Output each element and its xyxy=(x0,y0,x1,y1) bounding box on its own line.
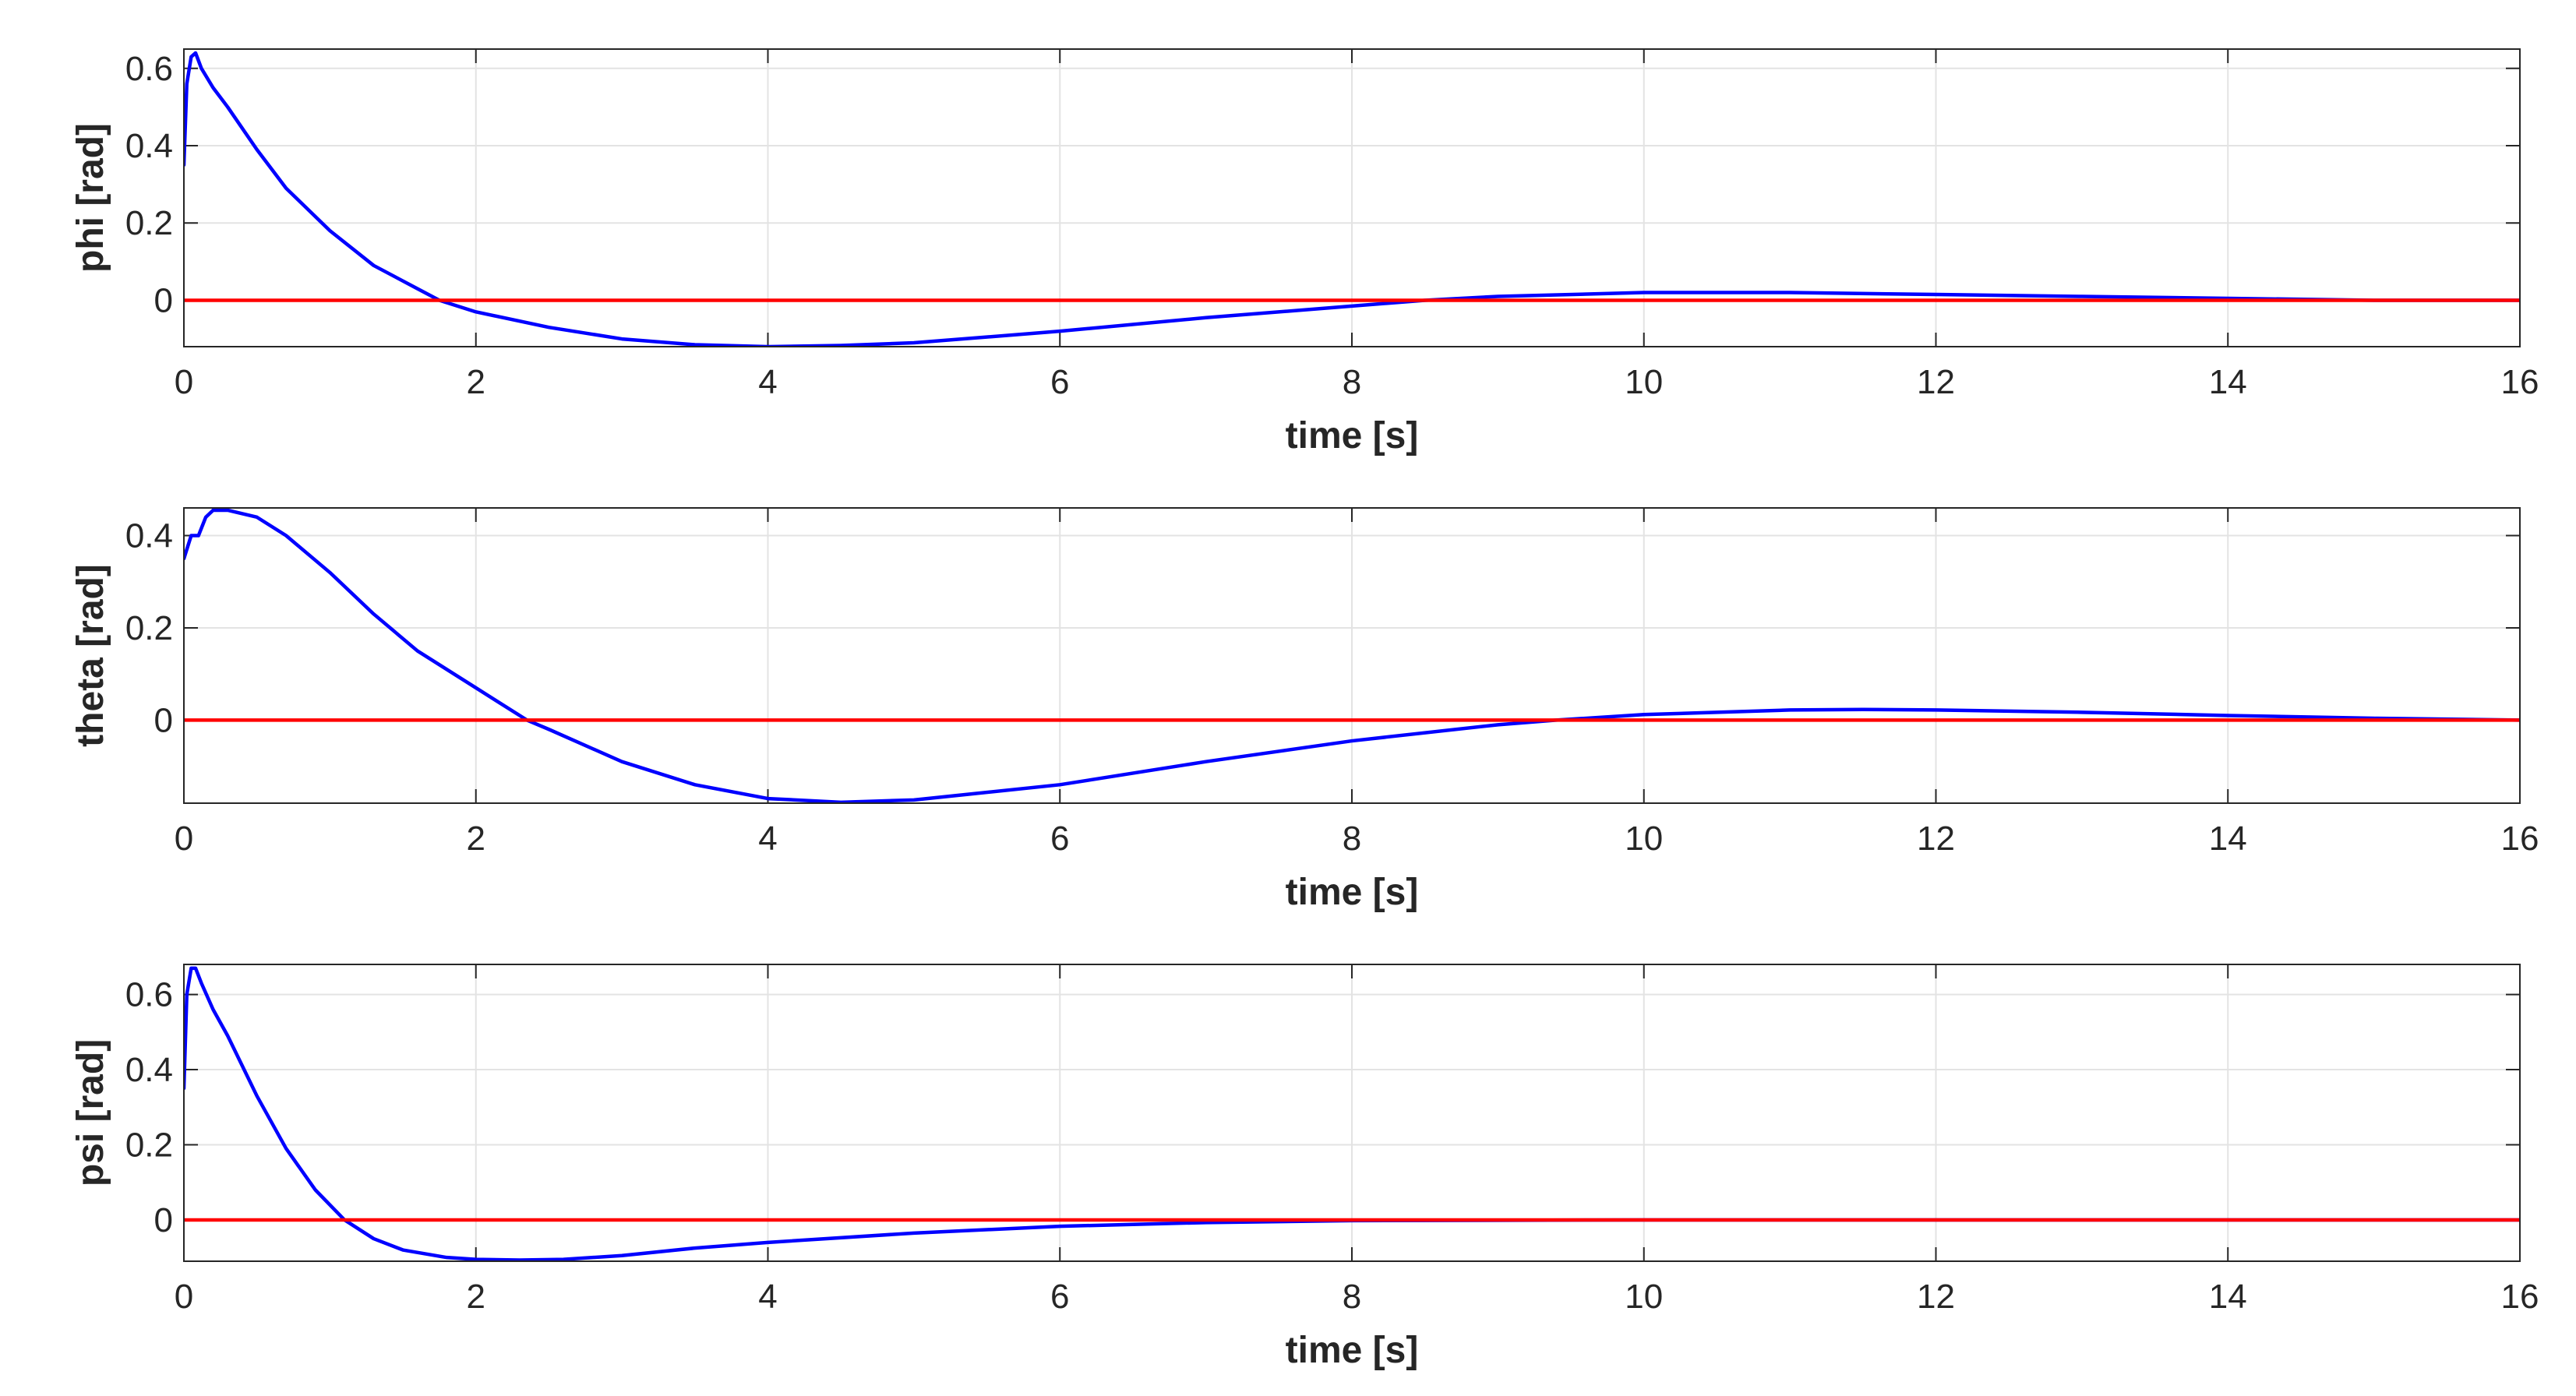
x-tick-label: 4 xyxy=(758,1278,777,1316)
y-axis-label: phi [rad] xyxy=(70,123,111,273)
y-tick-label: 0.4 xyxy=(125,1051,173,1089)
x-tick-label: 0 xyxy=(175,363,193,401)
y-tick-label: 0.2 xyxy=(125,204,173,242)
y-tick-label: 0.4 xyxy=(125,127,173,165)
subplot-3: 0 2 4 6 8 10 12 14 16 0 0.2 0.4 0.6 time [s] psi [rad] xyxy=(70,964,2539,1371)
y-tick-label: 0.2 xyxy=(125,609,173,647)
x-tick-label: 14 xyxy=(2209,820,2247,858)
subplot-1: 0 2 4 6 8 10 12 14 16 0 0.2 0.4 0.6 time [s] phi [rad] xyxy=(70,48,2539,457)
x-tick-label: 2 xyxy=(467,820,485,858)
x-tick-label: 0 xyxy=(175,820,193,858)
x-tick-label: 4 xyxy=(758,820,777,858)
x-axis-label: time [s] xyxy=(1286,872,1419,913)
x-tick-label: 6 xyxy=(1050,363,1069,401)
y-tick-label: 0.6 xyxy=(125,976,173,1014)
x-tick-label: 12 xyxy=(1917,820,1955,858)
x-tick-label: 8 xyxy=(1343,820,1361,858)
y-axis-label: theta [rad] xyxy=(70,564,111,747)
series-line-phi xyxy=(184,51,2520,347)
y-tick-label: 0 xyxy=(154,701,173,739)
x-tick-label: 8 xyxy=(1343,363,1361,401)
series-group xyxy=(184,51,2520,347)
subplot-2: 0 2 4 6 8 10 12 14 16 0 0.2 0.4 time [s] theta [rad] xyxy=(70,507,2539,913)
series-group xyxy=(184,508,2520,803)
x-tick-label: 16 xyxy=(2501,1278,2539,1316)
x-tick-label: 0 xyxy=(175,1278,193,1316)
series-group xyxy=(184,966,2520,1261)
x-tick-label: 10 xyxy=(1625,1278,1663,1316)
x-tick-label: 14 xyxy=(2209,1278,2247,1316)
x-tick-label: 12 xyxy=(1917,1278,1955,1316)
x-tick-label: 16 xyxy=(2501,820,2539,858)
axes-box xyxy=(183,507,2521,804)
y-tick-label: 0.4 xyxy=(125,517,173,555)
x-tick-label: 4 xyxy=(758,363,777,401)
x-tick-label: 16 xyxy=(2501,363,2539,401)
x-tick-label: 8 xyxy=(1343,1278,1361,1316)
x-tick-label: 12 xyxy=(1917,363,1955,401)
x-tick-label: 2 xyxy=(467,363,485,401)
y-tick-label: 0 xyxy=(154,281,173,319)
axes-box xyxy=(183,48,2521,347)
x-tick-label: 6 xyxy=(1050,1278,1069,1316)
x-tick-label: 14 xyxy=(2209,363,2247,401)
x-axis-label: time [s] xyxy=(1286,1330,1419,1371)
y-axis-label: psi [rad] xyxy=(70,1039,111,1186)
x-tick-label: 10 xyxy=(1625,820,1663,858)
x-tick-label: 10 xyxy=(1625,363,1663,401)
series-line-theta xyxy=(184,508,2520,803)
x-tick-label: 2 xyxy=(467,1278,485,1316)
x-tick-label: 6 xyxy=(1050,820,1069,858)
axes-box xyxy=(183,964,2521,1262)
y-tick-label: 0.6 xyxy=(125,50,173,88)
y-tick-label: 0 xyxy=(154,1201,173,1239)
x-axis-label: time [s] xyxy=(1286,415,1419,457)
y-tick-label: 0.2 xyxy=(125,1126,173,1164)
